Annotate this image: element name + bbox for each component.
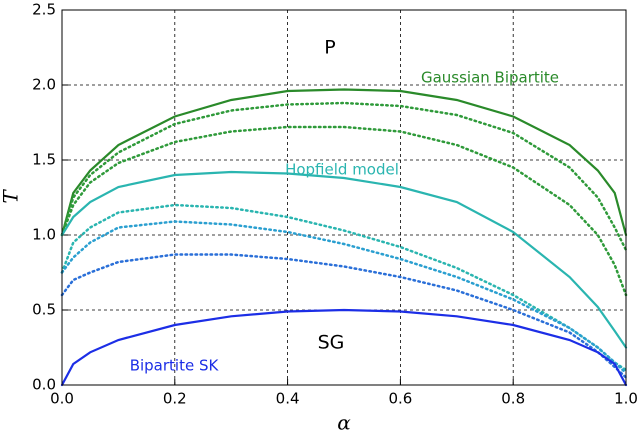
series-line (60, 101, 628, 252)
series-label: Gaussian Bipartite (421, 69, 559, 87)
y-tick-label: 0.0 (32, 376, 56, 394)
x-tick-label: 0.8 (501, 390, 525, 408)
series-line (60, 125, 628, 297)
y-tick-label: 2.0 (32, 76, 56, 94)
x-axis-label: α (337, 411, 351, 434)
y-tick-label: 0.5 (32, 301, 56, 319)
y-tick-label: 1.0 (32, 226, 56, 244)
series-line (60, 308, 628, 387)
series-line (60, 88, 628, 237)
series-label: Bipartite SK (130, 357, 220, 375)
plot-frame (61, 9, 627, 386)
y-tick-label: 1.5 (32, 151, 56, 169)
series-line (60, 220, 628, 375)
series-label: Hopfield model (285, 161, 399, 179)
y-tick-label: 2.5 (32, 1, 56, 19)
x-tick-label: 0.6 (388, 390, 412, 408)
series-line (60, 253, 628, 379)
series-line (60, 170, 628, 349)
x-tick-label: 0.4 (276, 390, 300, 408)
y-axis-label: T (0, 189, 23, 204)
x-tick-label: 0.0 (50, 390, 74, 408)
region-label: P (324, 37, 335, 59)
region-label: SG (318, 332, 345, 354)
x-tick-label: 1.0 (614, 390, 638, 408)
x-tick-label: 0.2 (163, 390, 187, 408)
